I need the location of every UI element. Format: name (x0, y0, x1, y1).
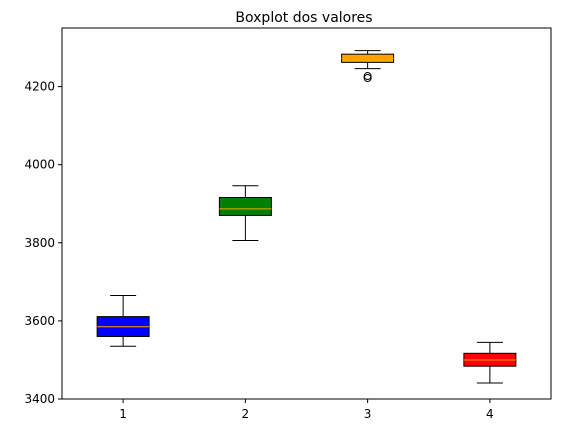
y-tick-label: 4200 (24, 80, 55, 94)
x-tick-label: 3 (364, 407, 372, 421)
box-2 (219, 197, 271, 215)
y-tick-label: 4000 (24, 158, 55, 172)
y-tick-label: 3400 (24, 392, 55, 406)
y-tick-label: 3600 (24, 314, 55, 328)
x-tick-label: 2 (242, 407, 250, 421)
x-tick-label: 4 (486, 407, 494, 421)
y-tick-label: 3800 (24, 236, 55, 250)
chart-title: Boxplot dos valores (235, 10, 372, 26)
plot-area: 3400 3600 3800 4000 4200 1 2 3 4 (24, 51, 515, 421)
x-tick-label: 1 (119, 407, 127, 421)
plot-frame (62, 28, 551, 399)
